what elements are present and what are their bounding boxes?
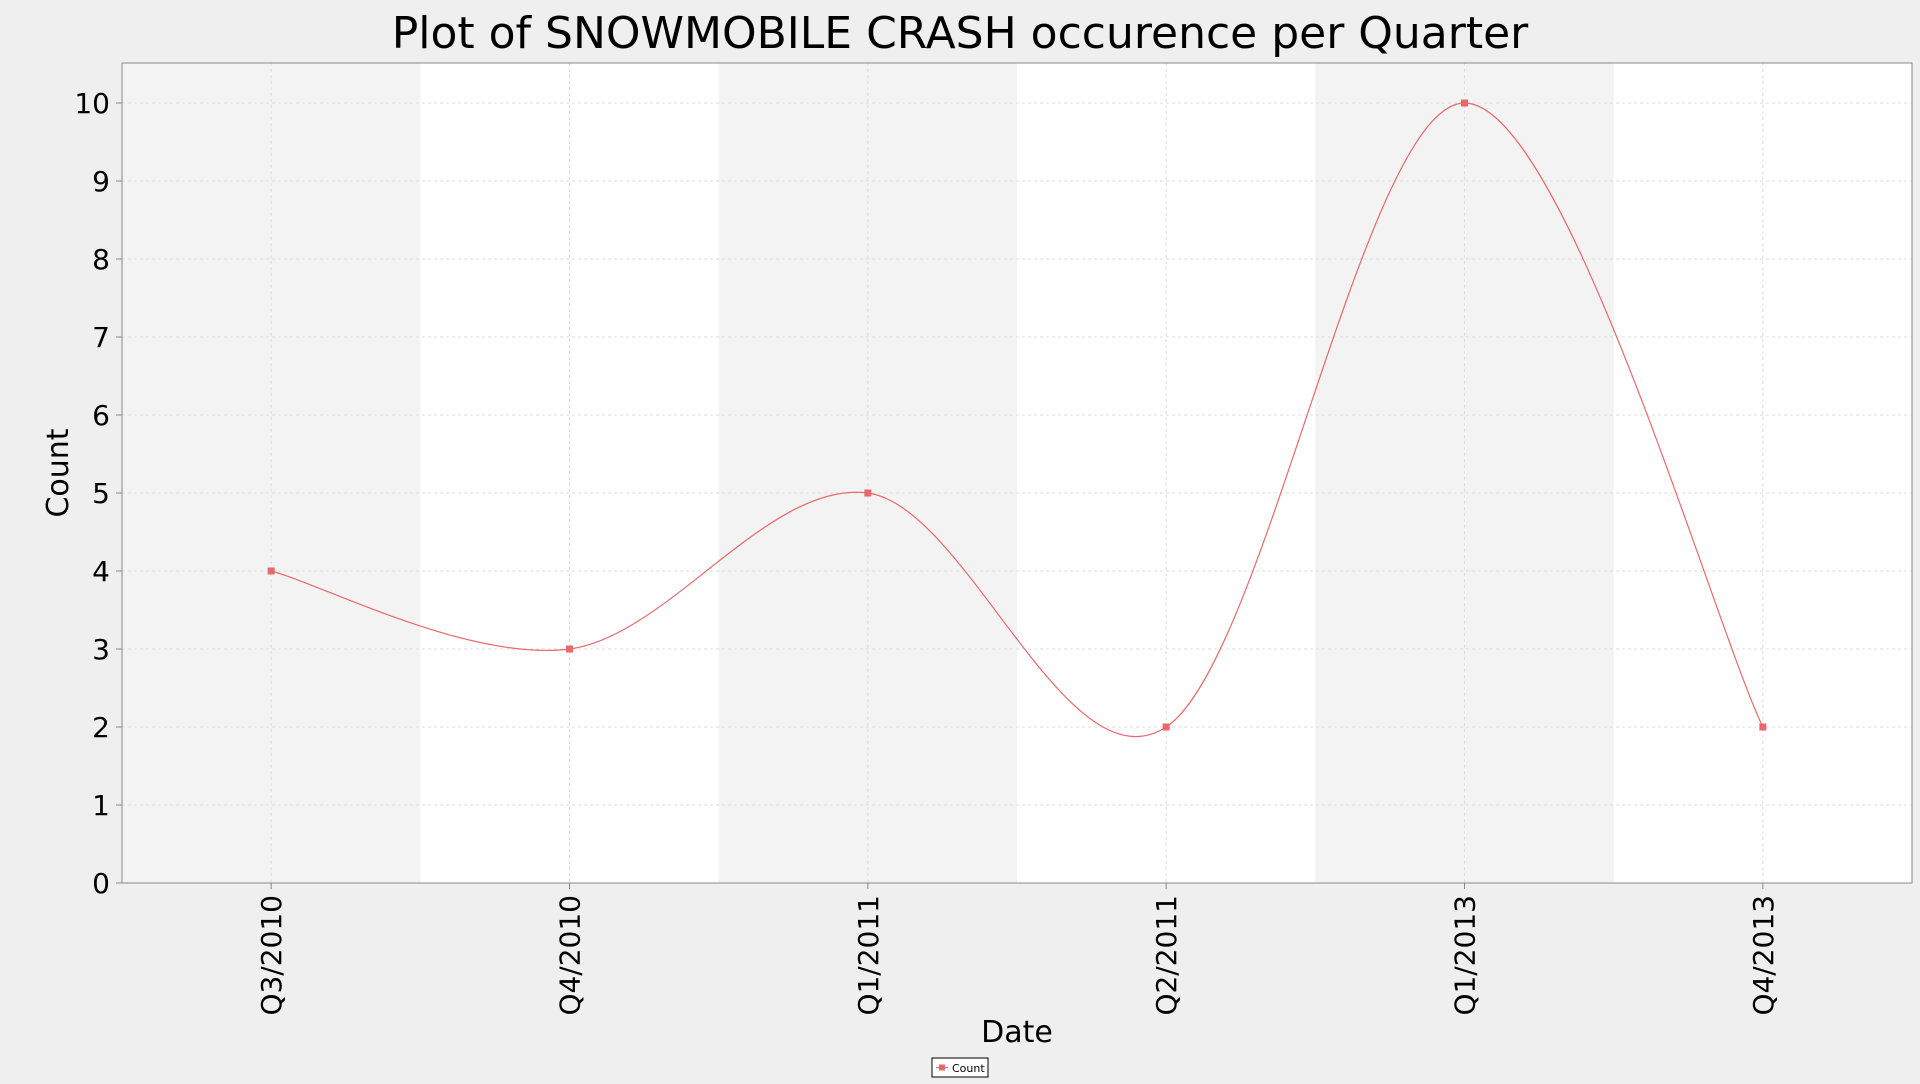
x-tick-label: Q2/2011 [1150, 895, 1183, 1016]
x-tick-label: Q1/2013 [1449, 895, 1482, 1016]
y-axis: 0 1 2 3 4 5 6 7 8 9 10 [74, 87, 122, 900]
legend-marker-swatch [939, 1064, 945, 1071]
y-tick-label: 3 [92, 633, 110, 666]
data-point [864, 489, 872, 497]
x-axis-label: Date [981, 1015, 1053, 1050]
x-tick-label: Q4/2013 [1747, 895, 1780, 1016]
plot-bands [122, 63, 1912, 883]
y-tick-label: 8 [92, 243, 110, 276]
y-tick-label: 1 [92, 789, 110, 822]
y-tick-label: 2 [92, 711, 110, 744]
data-point [1461, 99, 1468, 107]
legend-label: Count [952, 1062, 985, 1075]
legend-box [931, 1057, 989, 1078]
data-point [267, 567, 275, 575]
plot-frame [121, 62, 1913, 884]
x-tick-label: Q4/2010 [554, 895, 587, 1016]
legend: Count [931, 1057, 989, 1078]
y-tick-label: 10 [74, 87, 110, 120]
series-group [267, 99, 1767, 738]
x-tick-label: Q1/2011 [852, 895, 885, 1016]
y-tick-label: 5 [92, 477, 110, 510]
series-line-count [271, 102, 1764, 738]
x-axis: Q3/2010 Q4/2010 Q1/2011 Q2/2011 Q1/2013 Q4/20… [255, 883, 1780, 1016]
y-tick-label: 0 [92, 867, 110, 900]
y-tick-label: 7 [92, 321, 110, 354]
y-tick-label: 9 [92, 165, 110, 198]
y-tick-label: 4 [92, 555, 110, 588]
y-tick-label: 6 [92, 399, 110, 432]
data-point [1162, 723, 1170, 731]
x-tick-label: Q3/2010 [255, 895, 288, 1016]
y-axis-label: Count [41, 428, 76, 517]
data-point [566, 645, 573, 653]
chart-title: Plot of SNOWMOBILE CRASH occurence per Q… [392, 8, 1529, 59]
data-point [1759, 723, 1767, 731]
